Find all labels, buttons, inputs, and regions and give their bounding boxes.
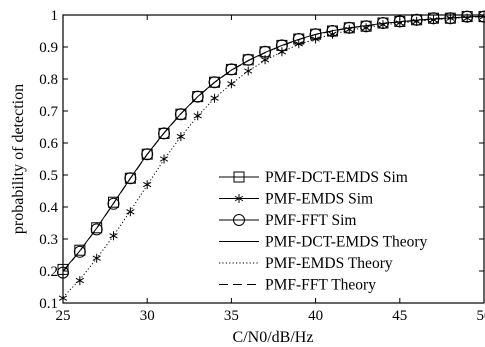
- series-line: [62, 16, 485, 298]
- data-point: [210, 93, 219, 103]
- data-point: [225, 63, 238, 76]
- series-5: [62, 16, 485, 298]
- plot-frame: [62, 14, 485, 304]
- legend-entry: PMF-DCT-EMDS Theory: [219, 234, 428, 251]
- data-point: [75, 276, 84, 286]
- legend-entry: PMF-DCT-EMDS Sim: [219, 169, 408, 186]
- legend-label: PMF-FFT Theory: [265, 277, 376, 294]
- data-point: [244, 66, 253, 76]
- data-point: [141, 148, 154, 161]
- tick-layer: 25 30 35 40 45 50 0.1 0.2 0.3 0.4 0.5 0.6 0.7 0.8 0.9 1: [39, 8, 485, 324]
- legend-marker: [233, 171, 245, 183]
- data-point: [242, 54, 254, 66]
- legend-label: PMF-DCT-EMDS Theory: [265, 234, 428, 251]
- y-tick-label: 0.1: [39, 296, 58, 312]
- data-point: [107, 197, 120, 210]
- series-layer: [57, 10, 485, 303]
- legend-label: PMF-EMDS Theory: [265, 255, 393, 272]
- x-tick-label: 50: [477, 308, 485, 324]
- data-point: [57, 266, 69, 279]
- series-6: [62, 16, 485, 272]
- y-tick-label: 0.9: [39, 40, 58, 56]
- data-point: [159, 154, 169, 164]
- data-point: [242, 53, 255, 66]
- data-point: [92, 253, 101, 263]
- data-point: [227, 79, 236, 89]
- data-point: [259, 45, 272, 58]
- data-point: [326, 25, 339, 37]
- data-point: [275, 39, 288, 52]
- data-point: [176, 132, 186, 142]
- data-point: [73, 245, 86, 258]
- y-tick-label: 0.4: [39, 200, 58, 216]
- legend-marker: [234, 194, 244, 203]
- data-point: [309, 28, 322, 41]
- legend-marker: [233, 214, 245, 226]
- data-point: [109, 231, 118, 241]
- data-point: [143, 180, 152, 190]
- data-point: [158, 127, 171, 140]
- y-tick-label: 0.7: [39, 104, 58, 120]
- x-axis-label: C/N0/dB/Hz: [233, 329, 314, 346]
- y-tick-label: 0.5: [39, 168, 58, 184]
- legend-entry: PMF-EMDS Theory: [219, 255, 393, 272]
- x-tick-label: 35: [224, 308, 239, 324]
- data-point: [90, 223, 103, 236]
- x-tick-label: 30: [140, 308, 155, 324]
- y-tick-label: 0.3: [39, 232, 58, 248]
- legend-label: PMF-DCT-EMDS Sim: [265, 169, 408, 186]
- legend-entry: PMF-EMDS Sim: [219, 191, 373, 208]
- data-point: [174, 108, 187, 121]
- data-point: [208, 76, 221, 89]
- series-line: [62, 16, 485, 272]
- legend: PMF-DCT-EMDS Sim PMF-EMDS Sim PMF-FFT Sim P…: [219, 169, 428, 294]
- legend-label: PMF-FFT Sim: [265, 212, 356, 229]
- data-point: [294, 39, 303, 49]
- data-point: [277, 47, 287, 57]
- y-tick-label: 0.8: [39, 72, 58, 88]
- data-point: [311, 34, 320, 44]
- y-tick-label: 1: [51, 8, 59, 24]
- x-tick-label: 40: [308, 308, 323, 324]
- y-tick-label: 0.2: [39, 264, 58, 280]
- data-point: [191, 90, 204, 103]
- y-tick-label: 0.6: [39, 136, 58, 152]
- legend-label: PMF-EMDS Sim: [265, 191, 373, 208]
- legend-entry: PMF-FFT Theory: [219, 277, 376, 294]
- y-axis-label: probability of detection: [10, 84, 27, 234]
- data-point: [193, 111, 202, 121]
- x-tick-label: 25: [56, 308, 71, 324]
- series-3: [57, 10, 485, 279]
- data-point: [126, 207, 135, 217]
- x-tick-label: 45: [392, 308, 407, 324]
- legend-entry: PMF-FFT Sim: [219, 212, 356, 229]
- data-point: [124, 172, 137, 185]
- data-point: [446, 13, 455, 23]
